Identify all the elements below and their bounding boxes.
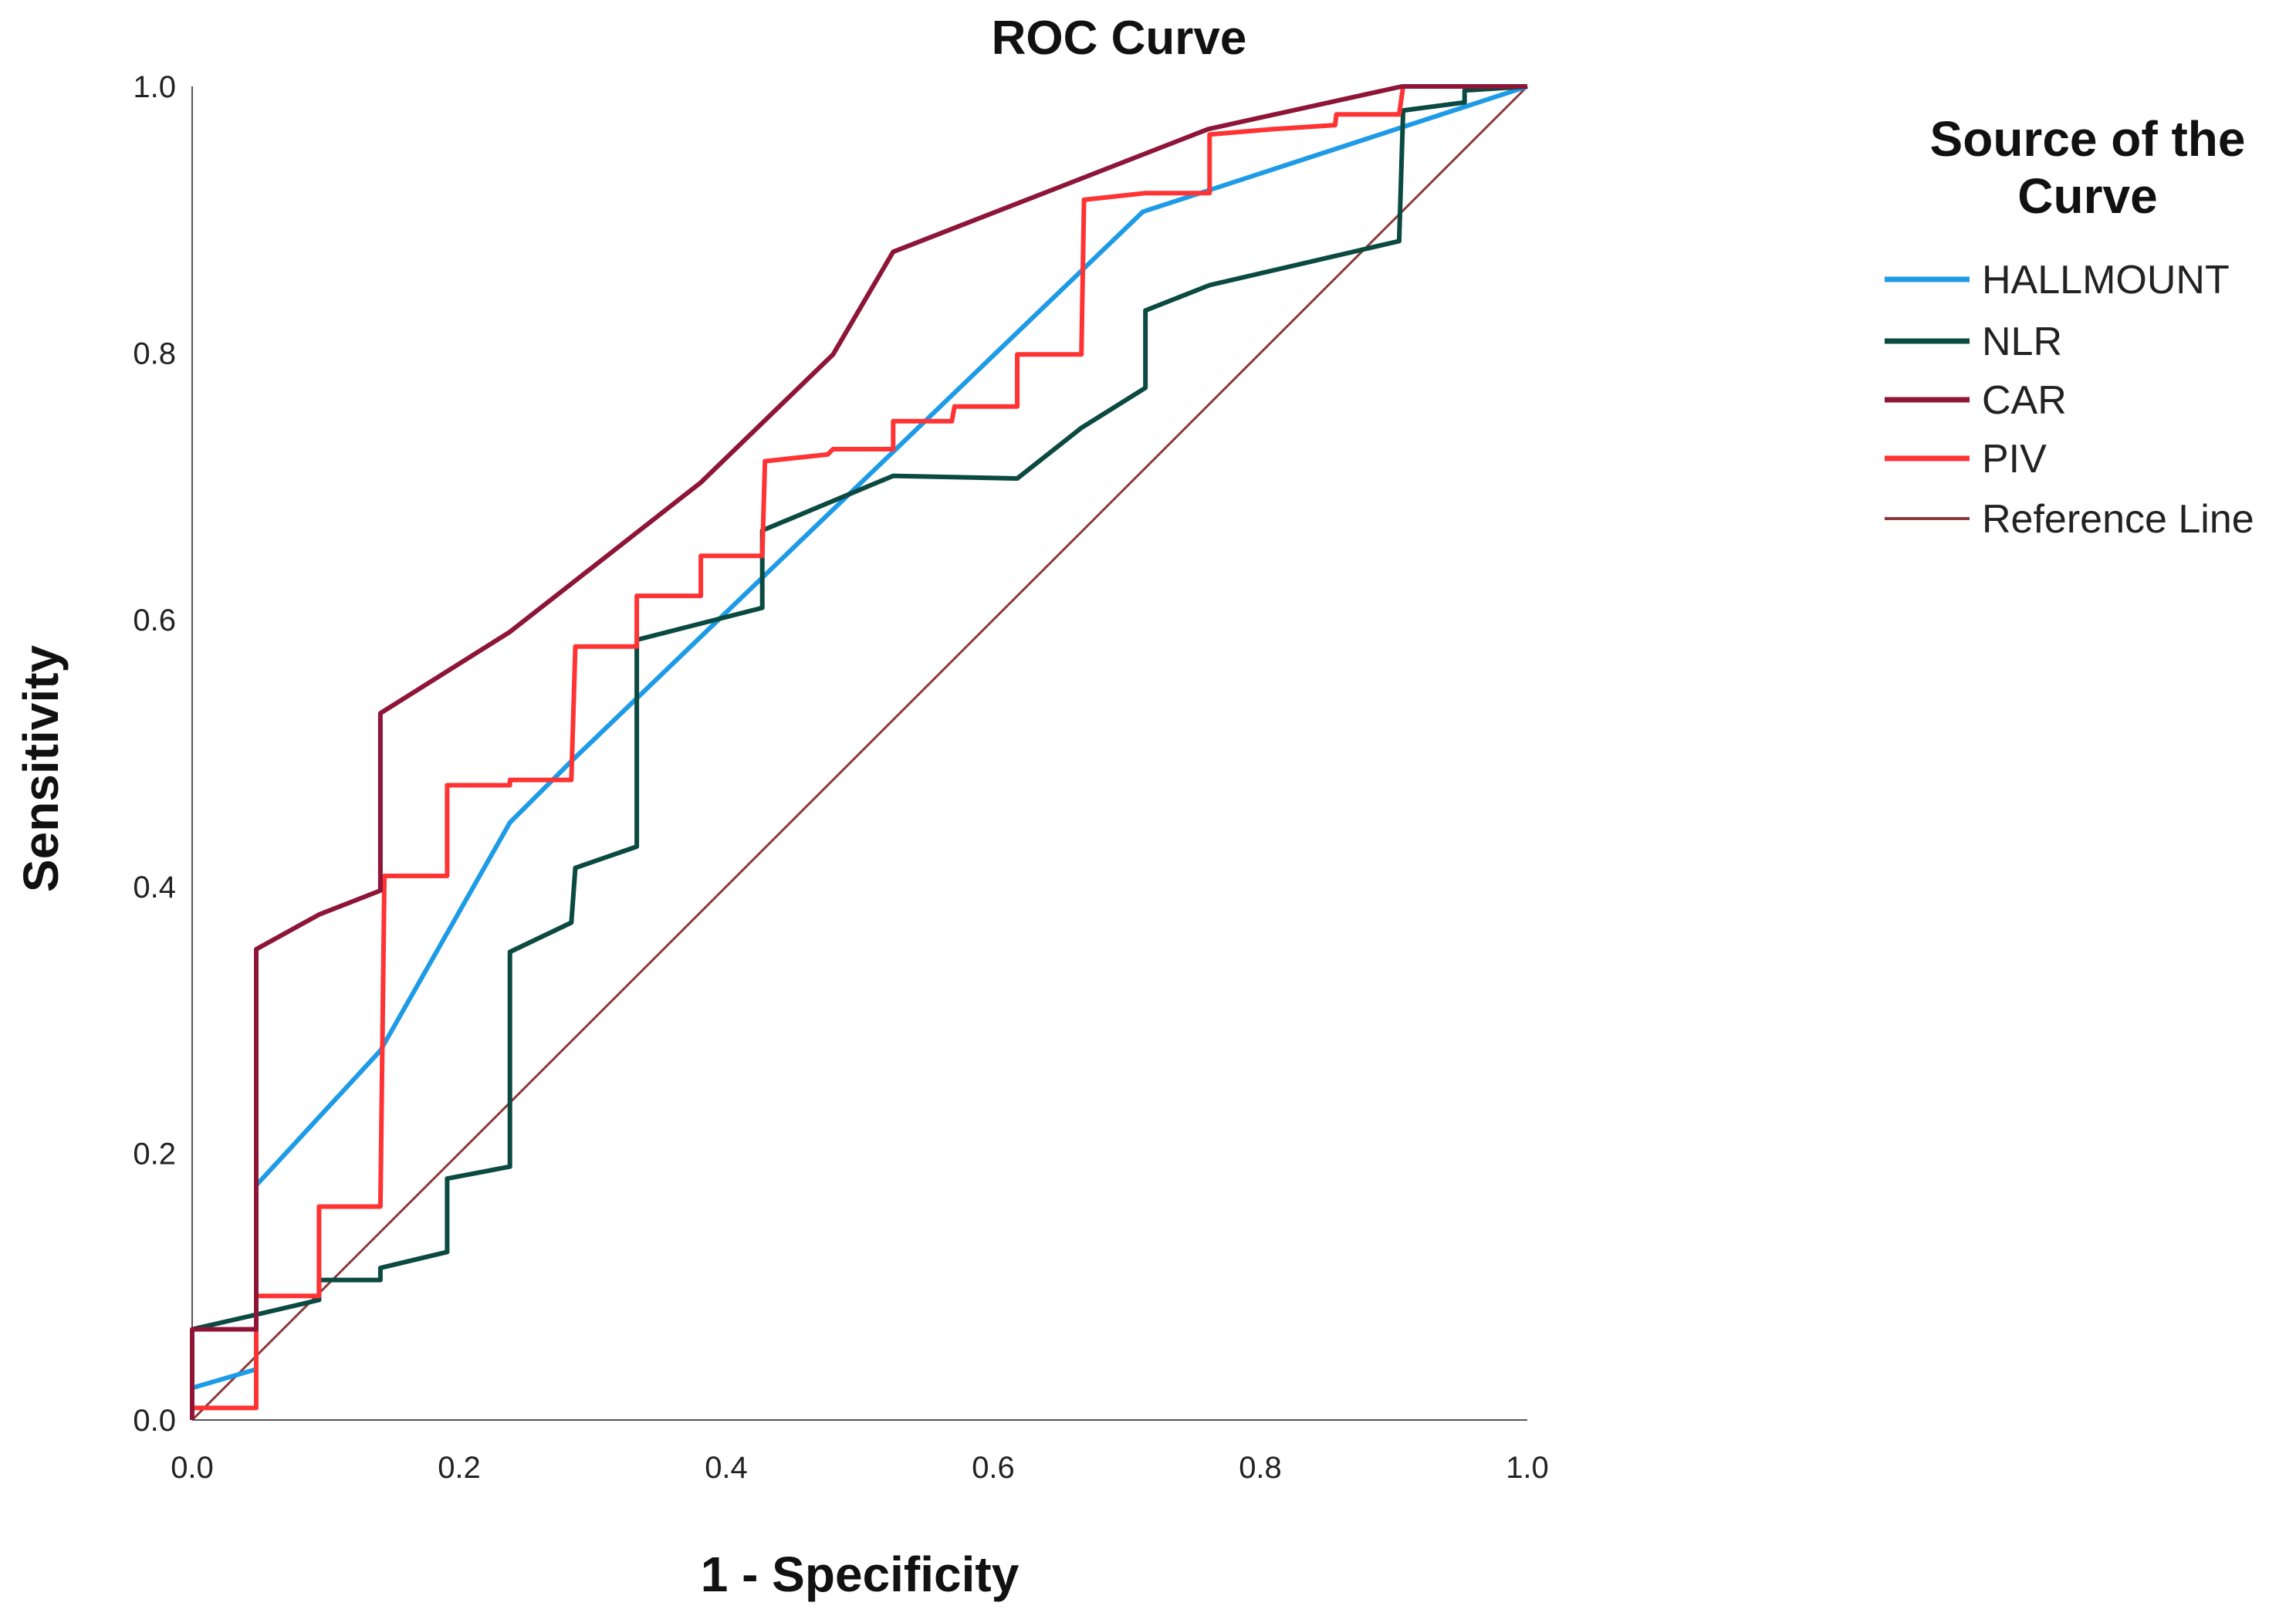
legend-item-label: CAR xyxy=(1982,378,2067,423)
x-tick-label: 0.4 xyxy=(705,1451,748,1485)
series-line-reference-line xyxy=(191,85,1529,1422)
y-tick-label: 0.4 xyxy=(133,871,176,904)
y-tick-label: 1.0 xyxy=(133,70,176,104)
x-tick-label: 0.0 xyxy=(171,1451,214,1485)
legend-item-label: PIV xyxy=(1982,437,2047,482)
x-axis-label: 1 - Specificity xyxy=(701,1547,1020,1602)
y-tick-label: 0.2 xyxy=(133,1137,176,1171)
legend-item-label: HALLMOUNT xyxy=(1982,258,2230,303)
y-tick-label: 0.6 xyxy=(133,603,176,637)
series-line-car xyxy=(190,84,1527,1420)
y-axis-label: Sensitivity xyxy=(13,645,69,893)
y-tick-label: 0.8 xyxy=(133,337,176,371)
series-line-piv xyxy=(192,84,1527,1411)
chart-title: ROC Curve xyxy=(992,12,1247,65)
series-line-hallmount xyxy=(191,84,1528,1391)
y-tick-label: 0.0 xyxy=(133,1404,176,1438)
x-tick-label: 0.2 xyxy=(438,1451,481,1485)
legend-item-label: Reference Line xyxy=(1982,497,2254,542)
legend-item-label: NLR xyxy=(1982,319,2062,364)
plot-area: 0.0 0.2 0.4 0.6 0.8 1.0 0.0 0.2 0.4 0.6 0.8 1.0 xyxy=(133,70,1548,1485)
x-tick-label: 0.8 xyxy=(1239,1451,1282,1485)
legend-title: Source of the Curve xyxy=(1930,111,2246,224)
x-tick-label: 0.6 xyxy=(972,1451,1015,1485)
x-tick-label: 1.0 xyxy=(1506,1451,1549,1485)
legend: HALLMOUNT NLR CAR PIV Reference Line xyxy=(1885,258,2254,542)
